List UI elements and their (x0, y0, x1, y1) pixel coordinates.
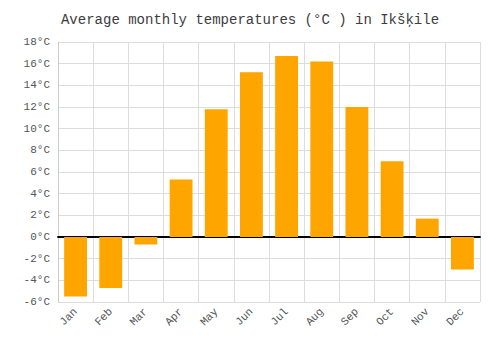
svg-text:0°C: 0°C (30, 231, 50, 243)
svg-text:Feb: Feb (93, 306, 115, 328)
svg-text:-6°C: -6°C (24, 296, 51, 308)
svg-text:Average monthly temperatures (: Average monthly temperatures (°C ) in Ik… (61, 12, 439, 28)
svg-text:8°C: 8°C (30, 144, 50, 156)
svg-text:Jun: Jun (233, 306, 255, 328)
svg-text:16°C: 16°C (24, 58, 51, 70)
svg-text:12°C: 12°C (24, 101, 51, 113)
svg-text:-2°C: -2°C (24, 253, 51, 265)
svg-text:Oct: Oct (374, 306, 396, 328)
svg-text:Apr: Apr (163, 306, 185, 328)
svg-text:Jan: Jan (57, 306, 79, 328)
svg-text:Sep: Sep (339, 306, 361, 328)
svg-text:-4°C: -4°C (24, 274, 51, 286)
svg-text:Jul: Jul (268, 306, 290, 328)
svg-text:18°C: 18°C (24, 36, 51, 48)
svg-text:Aug: Aug (304, 306, 326, 328)
svg-text:Mar: Mar (128, 306, 150, 328)
svg-text:4°C: 4°C (30, 188, 50, 200)
svg-text:14°C: 14°C (24, 79, 51, 91)
svg-text:May: May (198, 305, 221, 328)
svg-text:2°C: 2°C (30, 209, 50, 221)
svg-text:6°C: 6°C (30, 166, 50, 178)
svg-text:Nov: Nov (409, 305, 432, 328)
svg-text:10°C: 10°C (24, 123, 51, 135)
svg-text:Dec: Dec (444, 306, 466, 328)
